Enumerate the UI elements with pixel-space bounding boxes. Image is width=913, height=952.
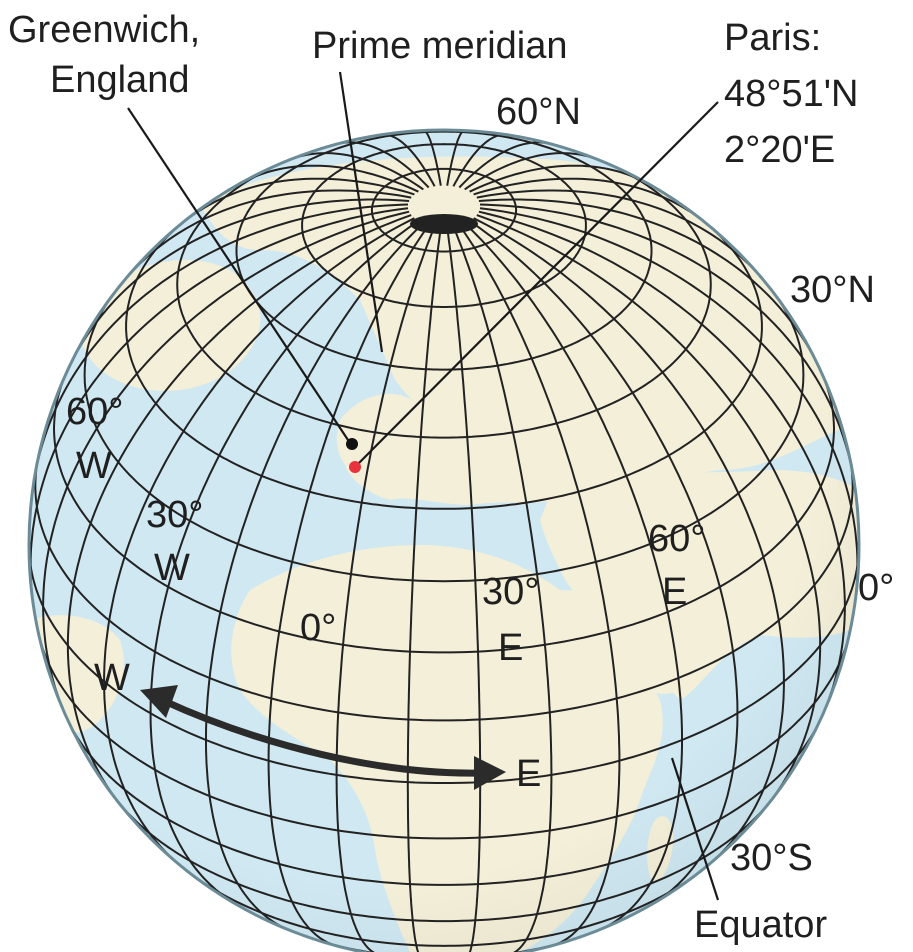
paris-label-title: Paris: [724,17,821,59]
lon-60e-dir-label: E [662,571,687,613]
meridian-line [149,220,419,908]
west-east-arrow [140,685,506,790]
parallel-line [176,151,712,439]
west-label: W [94,657,130,699]
meridian-line [42,210,410,730]
meridian-line [478,210,846,730]
globe-shading [29,130,859,952]
meridian-line [464,222,683,932]
parallel-line [301,143,587,308]
lat-30n-label: 30°N [790,269,875,311]
meridian-line [452,226,553,952]
lat-30s-label: 30°S [730,837,813,879]
parallel-line [235,130,653,371]
arrow-head-west [140,685,178,718]
paris-label-lon: 2°20'E [724,129,835,171]
meridian-line [335,226,436,952]
parallel-line [179,864,709,947]
greenwich-label-line1: Greenwich, [8,9,200,51]
lon-30e-deg-label: 30° [482,571,539,613]
meridian-line [406,226,442,952]
meridian-line [469,220,739,908]
paris-marker [349,461,361,473]
prime-meridian-label: Prime meridian [312,25,568,67]
equator-line [29,540,859,784]
equator-label: Equator [694,904,827,946]
meridian-line [473,177,713,229]
parallel-line [52,366,836,654]
east-label: E [516,753,541,795]
meridian-line [66,214,412,812]
meridian-line [287,152,424,191]
arrow-head-east [474,756,506,790]
parallel-line [370,167,518,253]
parallel-line [112,794,776,923]
prime-meridian-leader [338,71,384,353]
graticule [29,130,859,952]
meridian-line [175,177,415,229]
greenwich-leader [127,107,351,444]
parallel-line [125,213,763,510]
north-pole-hub [410,214,478,234]
paris-label-lat: 48°51'N [724,73,858,115]
greenwich-label-line2: England [50,59,189,101]
lon-30e-dir-label: E [498,627,523,669]
meridian-line [205,222,424,932]
lon-60w-dir-label: W [76,445,112,487]
equator-leader [670,757,720,901]
lon-60e-deg-label: 60° [648,518,705,560]
parallel-line [34,453,854,722]
meridian-line [103,217,415,869]
meridian-line [29,207,409,619]
lon-0-label: 0° [300,607,336,649]
lon-60w-deg-label: 60° [66,391,123,433]
lon-30w-deg-label: 30° [146,494,203,536]
paris-leader [354,101,719,468]
meridian-line [464,152,601,191]
parallel-line [36,628,852,840]
lat-60n-label: 60°N [496,91,581,133]
meridian-line [31,203,409,489]
lon-30w-dir-label: W [154,547,190,589]
parallel-line [83,287,805,583]
meridian-line [479,207,859,619]
parallel-line [64,714,824,886]
meridian-line [473,217,785,869]
globe-outline [27,128,861,952]
meridian-line [458,141,553,189]
leader-lines [127,71,720,901]
labels: Greenwich, England Prime meridian Paris:… [8,9,894,946]
meridian-line [479,203,857,489]
greenwich-marker [346,438,358,450]
lat-0-label: 0° [858,567,894,609]
arrow-shaft [160,696,481,777]
meridian-line [476,214,822,812]
